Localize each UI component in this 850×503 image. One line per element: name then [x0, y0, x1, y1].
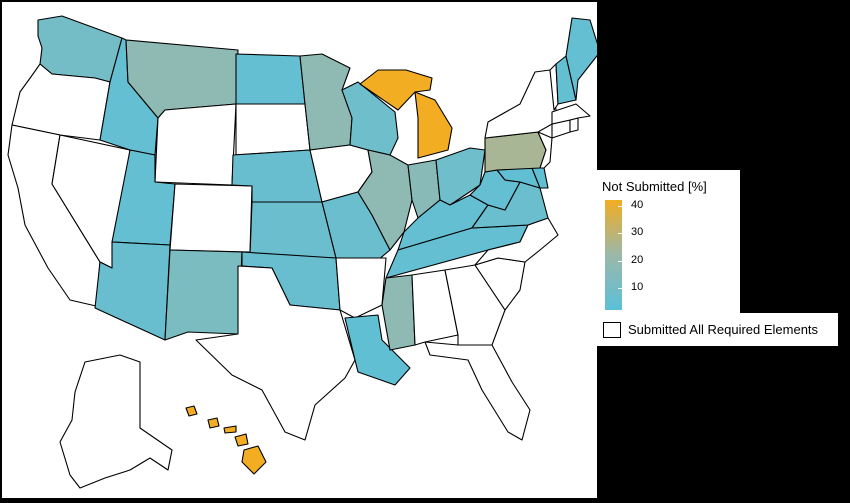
us-choropleth-map	[7, 15, 597, 489]
legend-color-bar	[605, 200, 622, 310]
legend-tick-label: 20	[631, 253, 644, 266]
legend-tick-mark	[618, 233, 622, 234]
state-nc	[474, 217, 559, 266]
legend-panel: Not Submitted [%] 40 30 20 10	[597, 170, 740, 313]
hi-island-kauai	[185, 405, 198, 417]
state-la	[344, 314, 411, 386]
submitted-legend-panel: Submitted All Required Elements	[597, 313, 838, 346]
state-nm	[164, 249, 243, 341]
states-layer	[7, 15, 597, 489]
state-mi-lower	[414, 91, 453, 159]
state-nd	[235, 53, 306, 105]
submitted-label: Submitted All Required Elements	[628, 322, 819, 337]
state-ks	[249, 201, 337, 259]
legend-title: Not Submitted [%]	[602, 179, 707, 194]
hi-island-big-island	[241, 445, 267, 475]
legend-tick-mark	[618, 205, 622, 207]
legend-tick-mark	[618, 260, 622, 262]
state-il	[357, 149, 413, 251]
state-al	[411, 269, 459, 346]
legend-tick-mark	[618, 288, 622, 289]
state-wa	[37, 15, 123, 83]
hi-island-molokai	[223, 425, 237, 434]
state-fl	[424, 341, 531, 441]
state-co	[169, 183, 253, 253]
state-sd	[235, 103, 311, 156]
hi-island-oahu	[207, 417, 220, 429]
state-ma	[551, 103, 591, 125]
legend-tick-label: 30	[631, 226, 644, 238]
state-wy	[154, 103, 237, 186]
legend-tick-label: 10	[631, 281, 644, 293]
legend-tick-label: 40	[631, 198, 644, 211]
state-hi	[185, 405, 267, 475]
state-ak	[59, 354, 173, 489]
state-ny	[484, 69, 557, 139]
state-tx	[195, 265, 356, 441]
state-mi-upper	[359, 69, 433, 111]
state-or	[11, 63, 111, 141]
state-ar	[335, 257, 387, 319]
state-me	[565, 17, 597, 101]
submitted-swatch	[603, 322, 621, 338]
hi-island-maui	[234, 433, 249, 447]
state-pa	[484, 131, 547, 173]
map-panel	[2, 2, 597, 498]
state-ms	[381, 274, 416, 351]
